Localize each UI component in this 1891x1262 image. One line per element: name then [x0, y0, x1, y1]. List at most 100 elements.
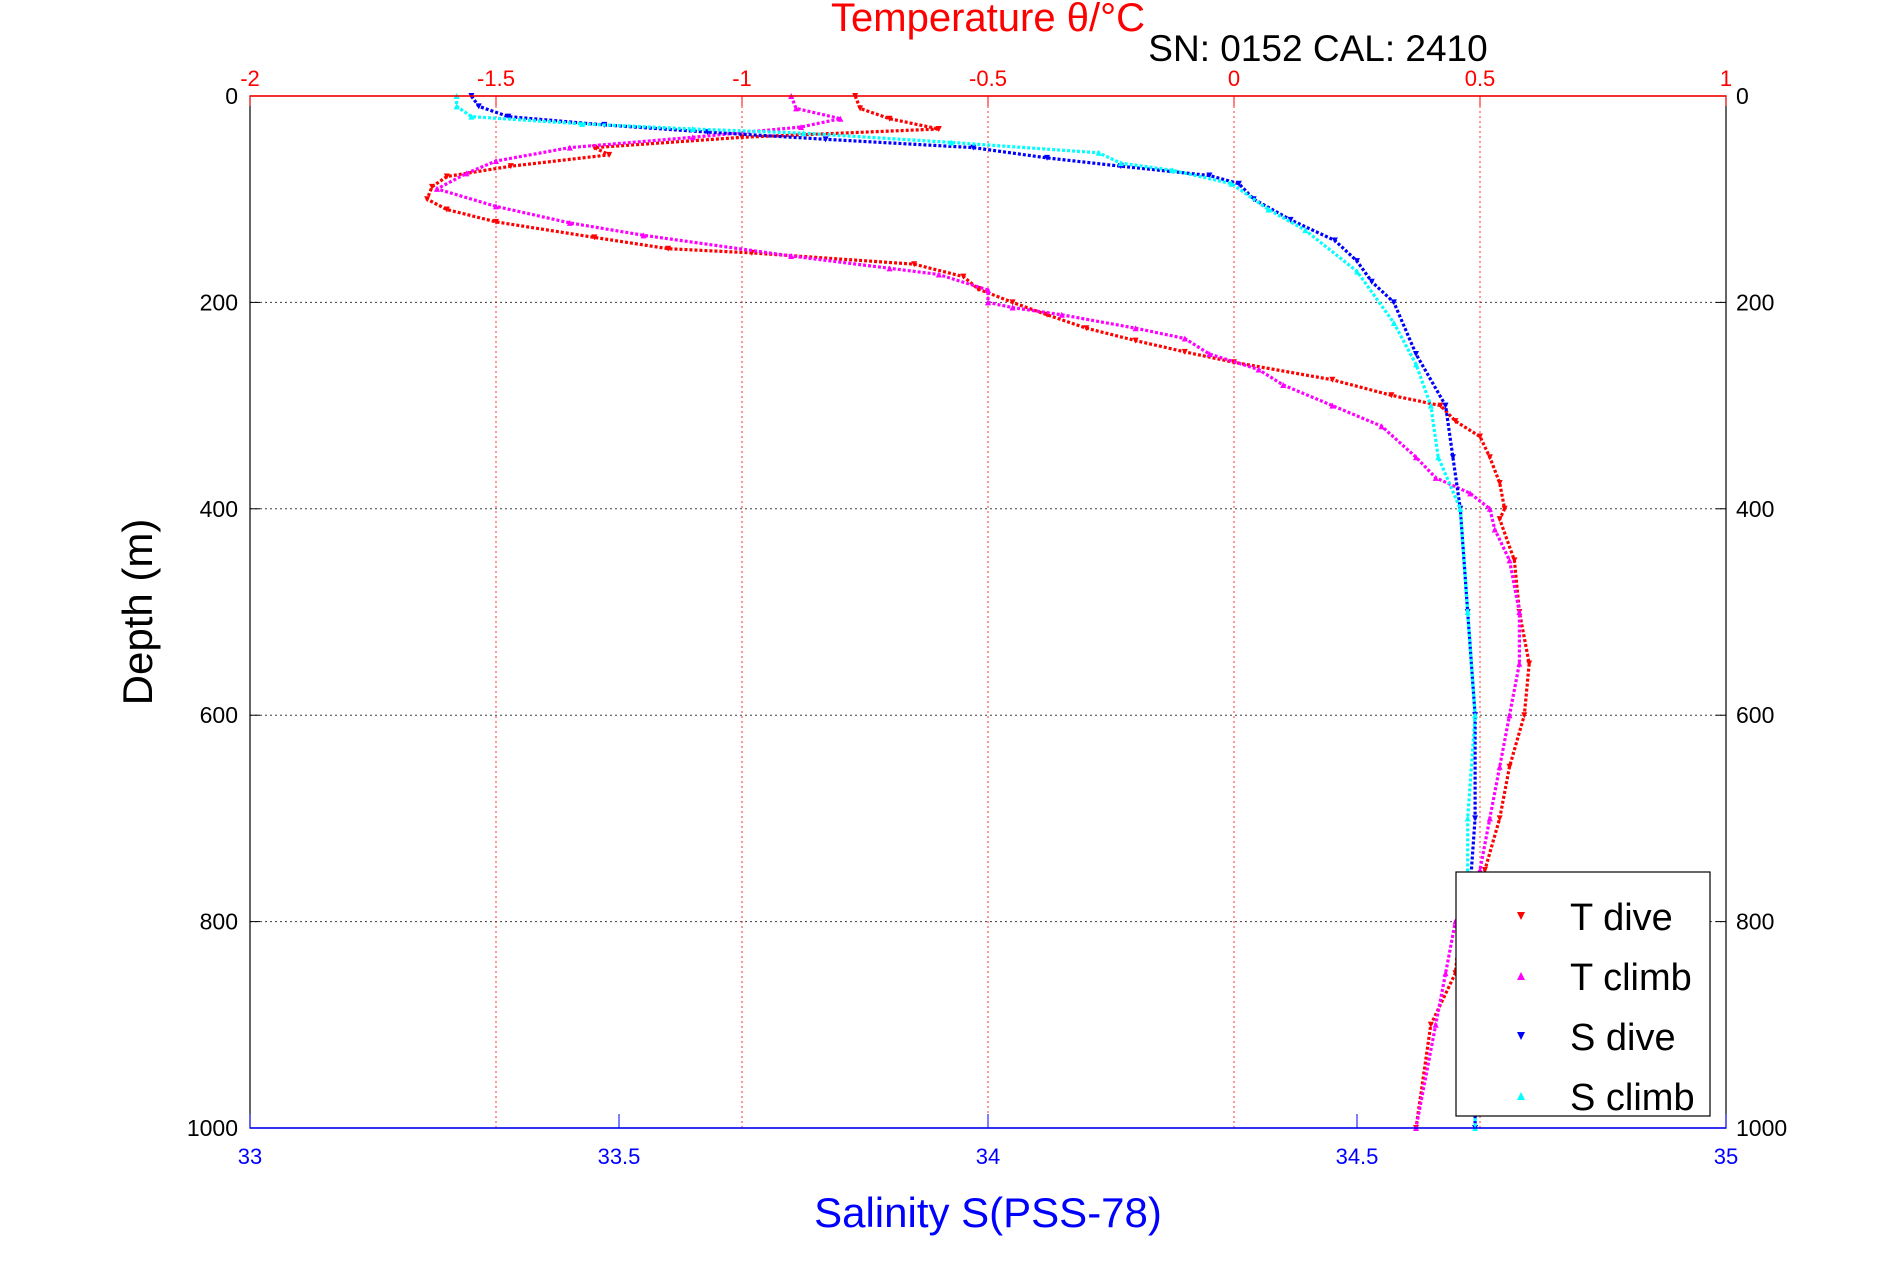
data-point-t-dive	[1496, 815, 1503, 822]
data-point-s-climb	[1117, 160, 1124, 167]
data-point-s-climb	[1265, 206, 1272, 213]
legend-box	[1455, 871, 1711, 1117]
data-point-t-climb	[798, 123, 805, 130]
salinity-tick-label: 34	[976, 1144, 1000, 1169]
depth-tick-label-right: 1000	[1736, 1115, 1787, 1141]
data-point-s-dive	[822, 136, 829, 143]
data-point-t-climb	[1280, 381, 1287, 388]
legend-marker-t-dive	[1517, 912, 1525, 920]
temperature-axis-title: Temperature θ/°C	[831, 0, 1145, 40]
salinity-tick-label: 34.5	[1336, 1144, 1379, 1169]
data-point-t-climb	[1413, 454, 1420, 461]
data-point-t-dive	[443, 173, 450, 180]
data-point-t-climb	[1442, 970, 1449, 977]
temperature-tick-label: 0.5	[1465, 66, 1496, 91]
data-point-t-climb	[640, 232, 647, 239]
tick-layer: 0 0 200 200 400 400 600 600 800 800 1000 1000 -2 -1.5…	[187, 66, 1787, 1169]
data-point-s-dive	[1044, 154, 1051, 161]
data-point-t-climb	[1432, 1021, 1439, 1028]
data-point-s-dive	[1449, 454, 1456, 461]
data-point-t-dive	[1481, 867, 1488, 873]
depth-tick-label-left: 400	[200, 496, 238, 522]
temperature-tick-label: 0	[1228, 66, 1240, 91]
data-point-t-dive	[1181, 348, 1188, 355]
data-point-t-dive	[1496, 480, 1503, 486]
data-point-t-dive	[429, 183, 436, 190]
data-point-s-climb	[1413, 361, 1420, 368]
data-point-s-climb	[1464, 609, 1471, 615]
data-point-s-climb	[1472, 712, 1479, 719]
depth-tick-label-right: 400	[1736, 496, 1774, 522]
data-point-t-dive	[911, 261, 918, 268]
data-point-t-dive	[507, 163, 514, 170]
depth-tick-label-right: 200	[1736, 289, 1774, 315]
series-s-climb	[453, 93, 1479, 1131]
data-point-t-dive	[606, 151, 613, 158]
data-point-t-climb	[1486, 505, 1493, 512]
data-point-s-dive	[1235, 180, 1242, 187]
depth-tick-label-left: 200	[200, 289, 238, 315]
data-point-t-climb	[793, 105, 800, 112]
data-point-t-climb	[1132, 325, 1139, 332]
data-point-s-dive	[505, 113, 512, 120]
data-point-s-dive	[475, 103, 482, 110]
data-point-s-climb	[689, 126, 696, 133]
temperature-tick-label: -2	[240, 66, 260, 91]
data-point-s-dive	[1413, 351, 1420, 357]
data-point-t-dive	[886, 115, 893, 122]
data-point-t-climb	[1329, 402, 1336, 409]
data-point-t-climb	[1432, 474, 1439, 481]
data-point-t-climb	[985, 299, 991, 306]
temperature-tick-label: -1.5	[477, 66, 515, 91]
chart-subtitle: SN: 0152 CAL: 2410	[1148, 28, 1487, 69]
legend: T dive T climb S dive S climb	[1455, 871, 1711, 1119]
legend-label-t-climb: T climb	[1570, 957, 1692, 999]
data-point-t-dive	[857, 105, 864, 112]
legend-label-s-dive: S dive	[1570, 1017, 1676, 1059]
data-point-t-dive	[1506, 763, 1513, 770]
y-axis-title: Depth (m)	[114, 519, 161, 706]
data-point-s-climb	[579, 120, 586, 127]
data-point-t-dive	[665, 245, 672, 252]
data-point-t-dive	[1501, 505, 1508, 512]
data-point-t-climb	[1058, 311, 1065, 318]
data-point-t-climb	[1506, 712, 1513, 719]
data-point-t-climb	[463, 170, 470, 177]
data-point-t-climb	[886, 265, 893, 272]
data-point-t-climb	[1378, 423, 1385, 430]
data-point-t-climb	[1496, 763, 1503, 770]
data-point-t-dive	[424, 196, 431, 203]
data-point-s-dive	[1368, 278, 1375, 285]
data-point-t-climb	[837, 115, 844, 122]
data-point-t-dive	[1329, 376, 1336, 383]
data-point-s-climb	[1354, 268, 1360, 275]
data-point-t-dive	[1083, 325, 1090, 332]
data-point-t-dive	[1009, 299, 1016, 306]
temperature-tick-label: -1	[732, 66, 752, 91]
data-point-t-climb	[985, 287, 991, 294]
data-point-s-climb	[1457, 505, 1464, 512]
data-point-t-climb	[1181, 335, 1188, 342]
data-point-t-climb	[1516, 660, 1523, 667]
data-point-t-dive	[443, 206, 450, 213]
salinity-tick-label: 33.5	[598, 1144, 641, 1169]
data-point-t-dive	[1496, 516, 1503, 523]
data-point-s-climb	[1464, 815, 1471, 822]
legend-marker-t-climb	[1517, 972, 1525, 980]
depth-tick-label-left: 600	[200, 702, 238, 728]
data-point-t-climb	[1009, 304, 1016, 311]
data-point-t-dive	[1452, 418, 1459, 425]
data-point-s-dive	[1390, 299, 1397, 306]
temperature-tick-label: -0.5	[969, 66, 1007, 91]
data-point-s-climb	[1169, 167, 1176, 174]
data-point-t-dive	[1526, 660, 1533, 667]
data-point-s-climb	[1435, 454, 1442, 461]
data-point-s-dive	[1354, 258, 1360, 265]
data-point-t-dive	[1437, 402, 1444, 409]
series-line-t-climb	[435, 95, 1521, 1129]
legend-marker-s-climb	[1517, 1092, 1525, 1100]
data-point-t-climb	[1486, 815, 1493, 822]
depth-tick-label-left: 1000	[187, 1115, 238, 1141]
data-point-t-dive	[1477, 433, 1483, 440]
data-point-t-dive	[493, 218, 499, 225]
